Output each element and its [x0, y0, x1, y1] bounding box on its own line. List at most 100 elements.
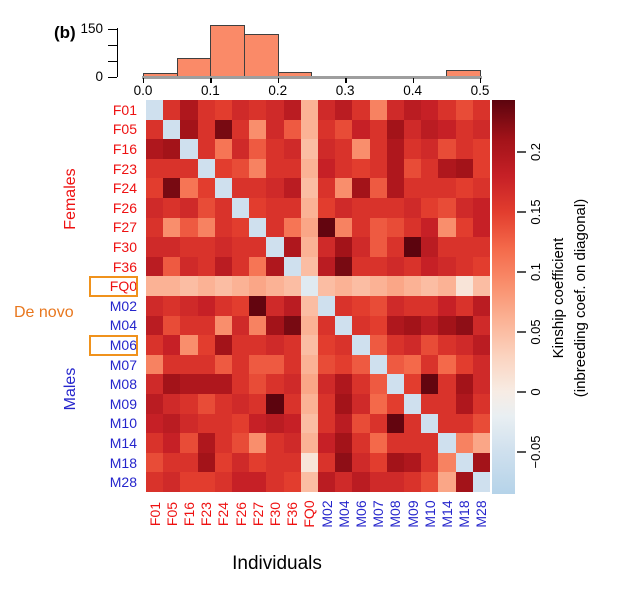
heatmap-cell: [404, 452, 422, 473]
heatmap-cell: [421, 158, 439, 179]
panel-label: (b): [54, 23, 76, 42]
heatmap-cell: [214, 354, 233, 375]
heatmap-cell: [232, 256, 250, 277]
histogram-bar: [446, 69, 481, 76]
heatmap-cell: [455, 433, 474, 454]
heatmap-cell: [421, 296, 439, 317]
heatmap-cell: [232, 198, 250, 219]
heatmap-cell: [214, 296, 233, 317]
heatmap-cell: [421, 452, 439, 473]
heatmap-row-label: F16: [112, 141, 137, 157]
heatmap-cell: [386, 198, 405, 219]
heatmap-cell: [335, 315, 353, 336]
heatmap-cell: [146, 472, 164, 492]
heatmap-cell: [472, 119, 490, 140]
heatmap-cell: [180, 158, 199, 179]
heatmap-cell: [283, 119, 302, 140]
heatmap-cell: [335, 296, 353, 317]
heatmap-cell: [283, 433, 302, 454]
heatmap-cell: [404, 394, 422, 415]
heatmap-cell: [421, 276, 439, 297]
heatmap-column-label: M07: [370, 500, 387, 528]
heatmap-cell: [472, 394, 490, 415]
heatmap-cell: [214, 472, 233, 492]
heatmap-cell: [146, 256, 164, 277]
heatmap-cell: [232, 276, 250, 297]
heatmap-cell: [249, 198, 267, 219]
heatmap-cell: [438, 472, 457, 492]
heatmap-cell: [335, 276, 353, 297]
heatmap-cell: [249, 276, 267, 297]
heatmap-cell: [300, 237, 319, 258]
heatmap-cell: [335, 335, 353, 356]
heatmap-cell: [421, 354, 439, 375]
heatmap-cell: [369, 354, 388, 375]
heatmap-cell: [318, 256, 336, 277]
heatmap-cell: [438, 413, 457, 434]
heatmap-cell: [163, 315, 181, 336]
heatmap-cell: [300, 178, 319, 199]
heatmap-cell: [214, 335, 233, 356]
heatmap-cell: [369, 276, 388, 297]
heatmap-column-label: M09: [404, 500, 421, 528]
heatmap-cell: [438, 178, 457, 199]
heatmap-cell: [300, 296, 319, 317]
heatmap-cell: [163, 354, 181, 375]
heatmap-cell: [214, 256, 233, 277]
colorbar-tick: [517, 210, 526, 213]
heatmap-column-label: M10: [421, 500, 438, 528]
heatmap-cell: [404, 335, 422, 356]
heatmap-cell: [369, 394, 388, 415]
heatmap-cell: [318, 433, 336, 454]
heatmap-cell: [352, 158, 371, 179]
heatmap-cell: [386, 452, 405, 473]
hist-x-tick: [210, 78, 212, 83]
heatmap-cell: [404, 276, 422, 297]
heatmap-cell: [163, 433, 181, 454]
heatmap-cell: [214, 198, 233, 219]
heatmap-cell: [180, 276, 199, 297]
heatmap-cell: [146, 433, 164, 454]
heatmap-cell: [455, 119, 474, 140]
heatmap-cell: [197, 394, 216, 415]
heatmap-cell: [421, 139, 439, 160]
heatmap-cell: [421, 394, 439, 415]
heatmap-cell: [163, 413, 181, 434]
heatmap-cell: [386, 296, 405, 317]
heatmap-cell: [232, 315, 250, 336]
heatmap-cell: [318, 178, 336, 199]
heatmap-cell: [404, 256, 422, 277]
heatmap-cell: [249, 100, 267, 121]
heatmap-cell: [369, 178, 388, 199]
heatmap-cell: [386, 276, 405, 297]
heatmap-cell: [163, 394, 181, 415]
heatmap-cell: [146, 158, 164, 179]
heatmap-cell: [300, 256, 319, 277]
heatmap-cell: [472, 256, 490, 277]
heatmap-cell: [352, 237, 371, 258]
heatmap-cell: [180, 237, 199, 258]
heatmap-cell: [438, 158, 457, 179]
kinship-heatmap: [146, 100, 490, 492]
heatmap-cell: [249, 296, 267, 317]
heatmap-column-label: M28: [473, 500, 490, 528]
heatmap-cell: [318, 394, 336, 415]
heatmap-cell: [163, 256, 181, 277]
heatmap-cell: [266, 178, 285, 199]
heatmap-cell: [335, 119, 353, 140]
hist-x-tick: [345, 78, 347, 83]
heatmap-cell: [232, 374, 250, 395]
heatmap-cell: [404, 413, 422, 434]
x-axis-title: Individuals: [232, 553, 322, 574]
heatmap-cell: [249, 237, 267, 258]
colorbar-tick-label: 0.2: [528, 142, 543, 161]
heatmap-cell: [180, 315, 199, 336]
heatmap-cell: [283, 315, 302, 336]
heatmap-cell: [146, 217, 164, 238]
heatmap-cell: [283, 354, 302, 375]
heatmap-cell: [318, 374, 336, 395]
heatmap-cell: [146, 119, 164, 140]
heatmap-cell: [249, 413, 267, 434]
heatmap-cell: [369, 217, 388, 238]
heatmap-cell: [266, 394, 285, 415]
